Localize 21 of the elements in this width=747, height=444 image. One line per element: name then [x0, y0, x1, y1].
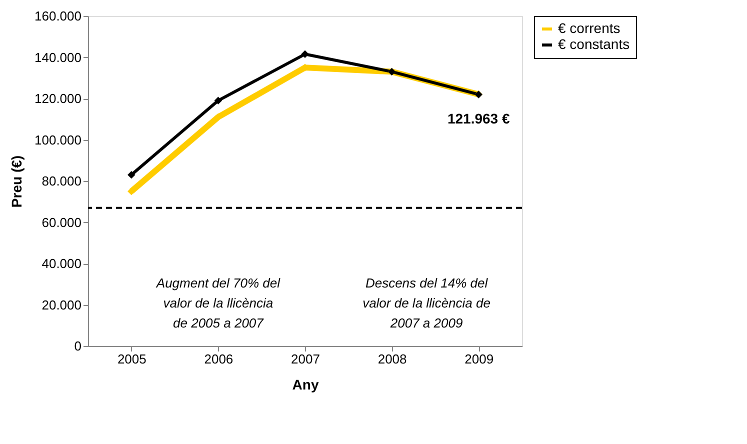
y-tick-label: 100.000	[34, 132, 82, 148]
y-axis-title: Preu (€)	[8, 155, 25, 208]
legend-label: € corrents	[558, 20, 620, 36]
annotation: Descens del 14% del valor de la llicència de 2007 a 2009	[362, 275, 490, 330]
x-tick-label: 2006	[204, 352, 234, 366]
x-tick-label: 2008	[378, 352, 407, 366]
x-tick-label: 2009	[464, 352, 494, 366]
y-tick-label: 140.000	[34, 50, 82, 65]
y-tick-label: 20.000	[42, 297, 82, 312]
legend-label: € constants	[558, 36, 630, 52]
x-tick-label: 2007	[291, 352, 320, 366]
y-tick-label: 60.000	[42, 214, 82, 230]
x-axis-title: Any	[292, 376, 319, 392]
y-tick-label: 0	[74, 338, 82, 354]
y-tick-label: 40.000	[42, 256, 82, 271]
annotation: Augment del 70% del valor de la llicència de 2005 a 2007	[155, 275, 282, 330]
y-tick-label: 80.000	[42, 174, 82, 188]
x-tick-label: 2005	[117, 352, 146, 366]
y-tick-label: 120.000	[34, 91, 82, 106]
y-tick-label: 160.000	[34, 8, 82, 24]
data-label: 121.963 €	[447, 110, 510, 126]
